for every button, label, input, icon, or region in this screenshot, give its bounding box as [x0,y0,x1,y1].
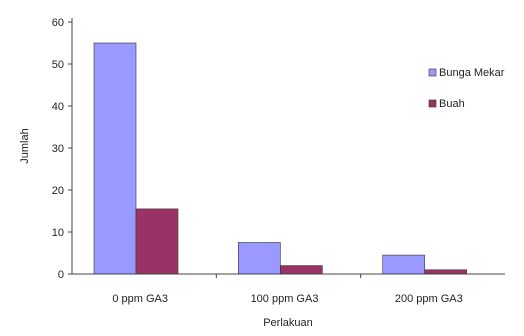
legend-swatch-bunga-mekar [428,68,437,77]
y-tick-label: 40 [52,101,64,113]
y-tick-label: 20 [52,185,64,197]
x-category-label: 100 ppm GA3 [251,293,319,305]
y-tick-label: 50 [52,59,64,71]
bar-bunga-mekar-2 [382,254,425,275]
x-category-label: 0 ppm GA3 [112,293,168,305]
legend-label-bunga-mekar: Bunga Mekar [439,67,505,79]
x-category-label: 200 ppm GA3 [395,293,463,305]
x-axis-title: Perlakuan [263,317,313,329]
legend: Bunga Mekar Buah [428,67,505,110]
y-axis-ticks: 0 10 20 30 40 50 60 [52,17,72,281]
bar-bunga-mekar-0 [93,42,137,275]
legend-label-buah: Buah [439,98,465,110]
y-tick-label: 60 [52,17,64,29]
y-axis-title: Jumlah [19,128,31,163]
y-tick-label: 0 [58,269,64,281]
bar-bunga-mekar-1 [238,242,281,275]
bar-buah-1 [280,265,323,275]
legend-swatch-buah [428,99,437,108]
bar-buah-0 [135,208,179,275]
y-tick-label: 10 [52,227,64,239]
bars [93,42,467,275]
y-tick-label: 30 [52,143,64,155]
axes [71,18,505,275]
bar-buah-2 [424,269,467,275]
x-axis-labels: 0 ppm GA3 100 ppm GA3 200 ppm GA3 [112,274,463,305]
